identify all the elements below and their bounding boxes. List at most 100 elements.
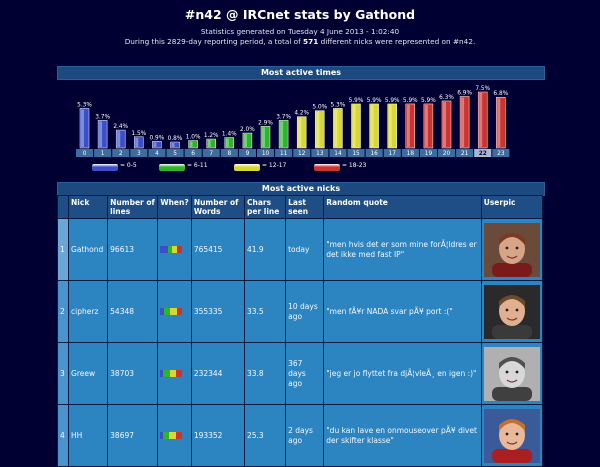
rank-cell: 3 — [58, 343, 69, 404]
nick-cell: cipherz — [69, 281, 108, 342]
hour-bar-highlight — [153, 142, 157, 147]
hour-value-label: 1.5% — [131, 131, 146, 137]
userpic-cell — [481, 281, 542, 342]
hour-value-label: 2.4% — [113, 124, 128, 130]
when-segment — [172, 246, 177, 253]
hour-value-label: 5.9% — [367, 98, 382, 104]
hour-bar — [170, 141, 180, 149]
hour-tick-box — [220, 149, 238, 157]
hour-bar — [152, 141, 162, 149]
hour-tick-box — [401, 149, 419, 157]
hour-bar — [278, 120, 289, 149]
hour-tick-box — [76, 149, 94, 157]
legend-label: = 18-23 — [342, 162, 367, 169]
hour-tick-box — [257, 149, 275, 157]
userpic-image — [483, 284, 540, 339]
hourly-activity-chart: 5.3% 0 3.7% 1 2.4% 2 1.5% 3 0.9% 4 0.8% 5 1.0% 6 1.2% 7… — [76, 86, 510, 157]
hour-tick-label: 5 — [173, 151, 177, 157]
hour-bar-highlight — [225, 138, 229, 147]
hour-tick-label: 22 — [479, 151, 487, 157]
hour-bar — [441, 100, 452, 149]
when-segment — [176, 308, 183, 315]
last-seen-cell: today — [286, 219, 324, 280]
hour-tick-box — [438, 149, 456, 157]
hour-value-label: 7.5% — [475, 86, 490, 92]
hour-tick-label: 12 — [298, 151, 306, 157]
hour-bar — [405, 103, 416, 149]
legend-label: = 6-11 — [187, 162, 208, 169]
words-cell: 193352 — [191, 405, 244, 466]
hour-tick-label: 3 — [137, 151, 141, 157]
when-segment — [160, 246, 168, 253]
hour-tick-box — [184, 149, 202, 157]
hour-tick-label: 14 — [334, 151, 342, 157]
hour-value-label: 4.2% — [294, 111, 309, 117]
rank-cell: 2 — [58, 281, 69, 342]
hour-tick-label: 9 — [246, 151, 250, 157]
legend-swatch — [314, 164, 340, 171]
when-segment — [162, 432, 170, 439]
hour-bar-highlight — [316, 111, 320, 147]
hour-tick-box — [456, 149, 474, 157]
hour-bar-highlight — [280, 121, 284, 147]
hour-tick-box — [419, 149, 437, 157]
hour-bar — [224, 137, 235, 149]
when-header: When? — [158, 196, 191, 218]
when-segment — [169, 432, 176, 439]
when-segment — [170, 370, 176, 377]
nick-cell: HH — [69, 405, 108, 466]
last-seen-cell: 10 days ago — [286, 281, 324, 342]
hour-tick-box — [275, 149, 293, 157]
nick-cell: Gathond — [69, 219, 108, 280]
when-segment — [170, 308, 177, 315]
hour-bar-highlight — [479, 93, 483, 147]
hour-bar — [333, 108, 343, 149]
nicks-table: Nick Number of lines When? Number of Wor… — [57, 195, 543, 467]
when-segment — [175, 432, 183, 439]
hour-tick-box — [383, 149, 401, 157]
hour-bar — [115, 129, 126, 149]
period-prefix: During this 2829-day reporting period, a… — [124, 37, 304, 46]
hour-bar-highlight — [171, 143, 175, 147]
hour-tick-label: 2 — [119, 151, 123, 157]
hour-bar-highlight — [443, 101, 446, 147]
nick-row: 3 Greew 38703 232344 33.8 367 days ago "jeg er… — [58, 343, 542, 404]
when-segment — [160, 370, 163, 377]
words-cell: 355335 — [191, 281, 244, 342]
hour-bar-highlight — [117, 131, 121, 147]
hour-tick-box — [202, 149, 220, 157]
generated-line: Statistics generated on Tuesday 4 June 2… — [200, 27, 400, 36]
hour-bar — [423, 103, 434, 149]
hour-value-label: 0.8% — [168, 136, 183, 142]
hour-value-label: 2.9% — [258, 120, 273, 126]
when-segment — [176, 246, 183, 253]
hour-value-label: 6.8% — [493, 91, 508, 97]
hour-tick-box — [365, 149, 383, 157]
hour-tick-label: 0 — [83, 151, 87, 157]
when-cell — [158, 281, 191, 342]
hour-tick-label: 10 — [262, 151, 270, 157]
lines-cell: 38703 — [108, 343, 158, 404]
hour-value-label: 5.0% — [312, 105, 327, 111]
cpl-cell: 33.5 — [244, 281, 286, 342]
legend-label: = 12-17 — [262, 162, 287, 169]
when-cell — [158, 343, 191, 404]
hour-bar-highlight — [81, 109, 84, 147]
nicks-header-row: Nick Number of lines When? Number of Wor… — [58, 196, 542, 218]
cpl-cell: 33.8 — [244, 343, 286, 404]
hour-value-label: 5.9% — [421, 98, 436, 104]
hour-bar-highlight — [189, 141, 193, 147]
quote-cell: "men fÃ¥r NADA svar pÃ¥ port :(" — [324, 281, 481, 342]
hour-value-label: 1.0% — [186, 135, 201, 141]
hour-bar-highlight — [99, 121, 103, 147]
nick-row: 4 HH 38697 193352 25.3 2 days ago "du kan lave… — [58, 405, 542, 466]
hour-tick-label: 21 — [461, 151, 469, 157]
hour-bar — [242, 132, 253, 149]
when-activity-bar — [160, 370, 183, 377]
lines-cell: 54348 — [108, 281, 158, 342]
hour-bar-highlight — [406, 104, 410, 147]
hour-bar-highlight — [461, 97, 465, 147]
hour-tick-label: 7 — [209, 151, 213, 157]
hour-tick-label: 4 — [155, 151, 159, 157]
cpl-cell: 25.3 — [244, 405, 286, 466]
